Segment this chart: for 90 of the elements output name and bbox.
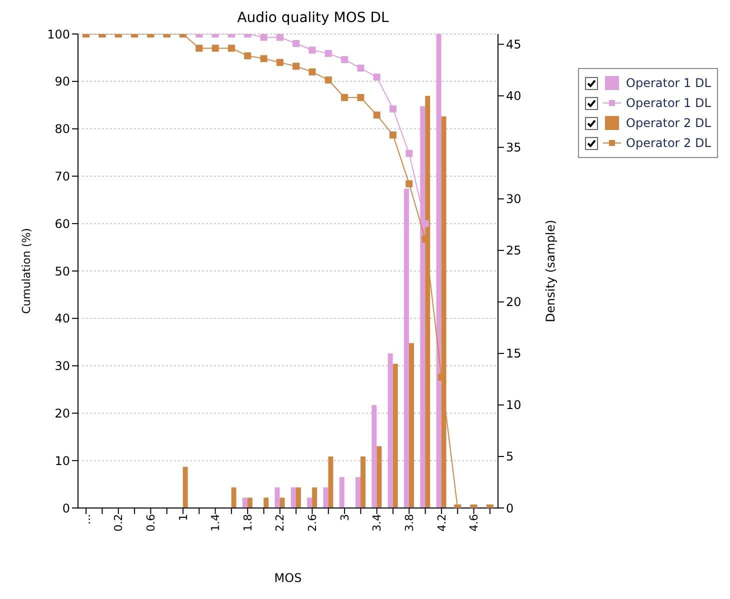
point — [390, 105, 396, 112]
y2-tick-label: 35 — [506, 140, 522, 155]
point — [390, 131, 396, 138]
point — [341, 94, 348, 102]
y-tick-label: 70 — [54, 169, 70, 184]
bar — [360, 456, 366, 508]
bar — [388, 353, 393, 508]
y2-tick-label: 10 — [506, 398, 522, 412]
y-tick-label: 80 — [54, 122, 70, 136]
bar — [328, 456, 334, 508]
point — [292, 62, 300, 70]
point — [373, 112, 380, 119]
legend-label: Operator 2 DL — [626, 136, 711, 150]
point — [308, 46, 316, 54]
y-axis-title: Cumulation (%) — [20, 228, 33, 314]
y2-tick-label: 0 — [506, 501, 514, 516]
bar — [264, 498, 269, 508]
point — [324, 76, 332, 84]
y2-tick-label: 15 — [506, 346, 522, 361]
bar — [231, 487, 236, 508]
x-axis-title: MOS — [274, 571, 302, 585]
y2-tick-label: 30 — [506, 192, 522, 206]
point — [260, 55, 268, 62]
x-tick-label: 1 — [176, 514, 190, 521]
x-tick-label: 0.2 — [112, 514, 126, 532]
bar — [247, 498, 252, 508]
point — [212, 44, 219, 52]
y-tick-label: 30 — [54, 359, 70, 374]
point — [276, 34, 284, 41]
x-tick-label: 3.8 — [402, 514, 416, 532]
bar — [274, 487, 280, 508]
x-tick-label: 3 — [338, 514, 352, 521]
point — [260, 34, 268, 41]
y2-tick-label: 25 — [506, 244, 522, 258]
bar — [307, 498, 312, 508]
point — [196, 44, 203, 52]
y-tick-label: 60 — [54, 216, 70, 231]
point — [357, 94, 364, 102]
y-tick-label: 100 — [47, 27, 70, 42]
point — [276, 58, 284, 66]
bar — [356, 477, 361, 508]
bar — [392, 364, 398, 508]
bar — [339, 477, 344, 508]
point — [244, 52, 252, 60]
y2-tick-label: 20 — [506, 295, 522, 310]
bar — [296, 487, 301, 508]
bar — [280, 498, 285, 508]
legend-label: Operator 1 DL — [626, 76, 711, 90]
y2-axis-title: Density (sample) — [543, 220, 558, 322]
x-tick-label: 4.2 — [435, 514, 448, 532]
chart-title: Audio quality MOS DL — [236, 10, 390, 26]
point — [373, 74, 380, 81]
bar — [323, 487, 328, 508]
x-tick-label: 0.6 — [144, 514, 158, 532]
point — [228, 44, 235, 52]
point — [422, 220, 429, 228]
bar — [404, 188, 409, 508]
x-tick-label: 3.4 — [370, 514, 384, 532]
y-tick-label: 90 — [54, 74, 70, 89]
x-tick-label: 1.8 — [241, 514, 254, 532]
point — [406, 180, 413, 188]
bar — [376, 446, 382, 508]
y-tick-label: 40 — [54, 312, 70, 326]
y-tick-label: 20 — [54, 406, 70, 420]
bar — [312, 487, 318, 508]
y2-tick-label: 40 — [506, 89, 522, 104]
y-tick-label: 10 — [54, 454, 70, 468]
x-tick-label: 2.2 — [274, 514, 287, 532]
y2-tick-label: 45 — [506, 38, 522, 52]
bar — [436, 34, 442, 508]
legend-label: Operator 2 DL — [626, 116, 711, 130]
bar — [290, 487, 296, 508]
x-tick-label: 1.4 — [209, 514, 222, 532]
bar — [242, 498, 248, 508]
point — [308, 68, 316, 76]
point — [341, 56, 348, 64]
y-tick-label: 0 — [62, 501, 70, 516]
legend-label: Operator 1 DL — [626, 96, 711, 110]
y-tick-label: 50 — [54, 264, 70, 278]
y2-tick-label: 5 — [506, 450, 514, 464]
bar — [182, 466, 188, 508]
x-tick-label: 4.6 — [468, 514, 481, 532]
point — [324, 50, 332, 57]
bar — [408, 343, 414, 508]
bar — [372, 404, 377, 508]
x-tick-label: 2.6 — [306, 514, 320, 532]
point — [406, 150, 413, 157]
point — [292, 40, 300, 47]
point — [357, 64, 364, 72]
x-tick-label: ... — [80, 514, 93, 524]
